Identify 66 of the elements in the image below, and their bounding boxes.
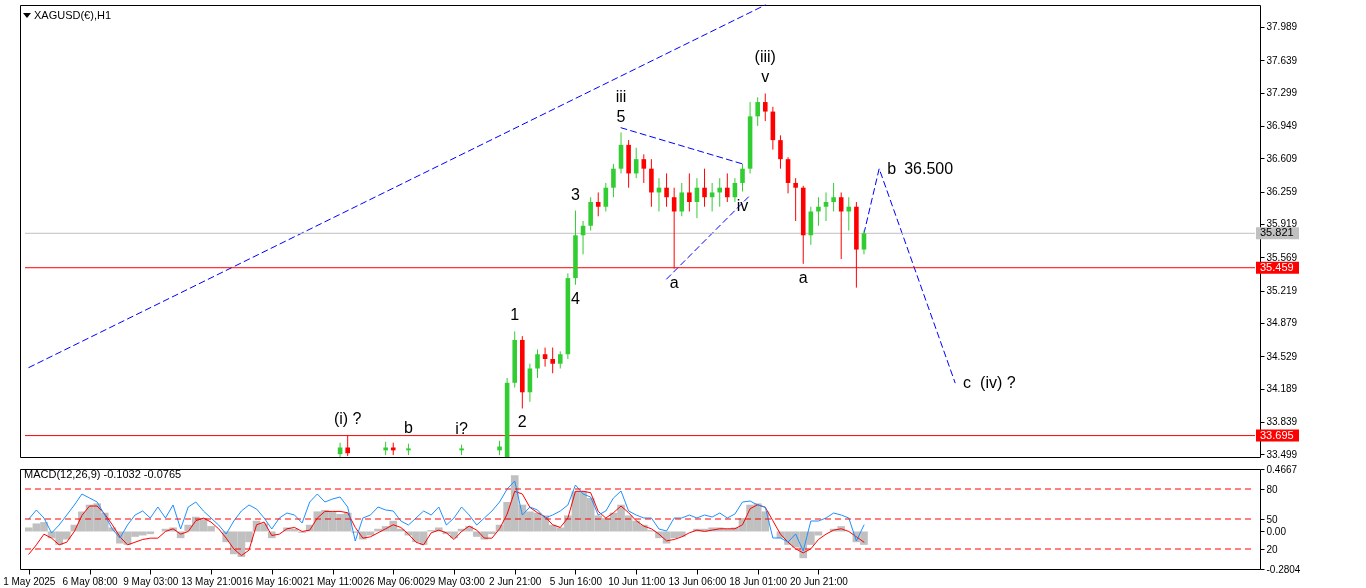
x-tick-label: 10 Jun 11:00 bbox=[608, 575, 666, 587]
annotation: v bbox=[761, 68, 770, 86]
y-tick-label: 34.529 bbox=[1266, 350, 1298, 362]
y2-tick-label: 80 bbox=[1266, 483, 1279, 495]
x-tick-label: 1 May 2025 bbox=[3, 575, 56, 587]
y-tick-label: 37.989 bbox=[1266, 21, 1298, 33]
y-tick-label: 0.4667 bbox=[1266, 463, 1298, 475]
line-series bbox=[28, 480, 865, 552]
candlestick bbox=[831, 182, 836, 212]
y-tick-label: -0.2804 bbox=[1266, 563, 1301, 575]
candlestick bbox=[595, 191, 601, 217]
candlestick bbox=[687, 172, 692, 212]
x-tick-label: 20 Jun 21:00 bbox=[790, 575, 849, 587]
x-tick-label: 2 Jun 21:00 bbox=[489, 575, 542, 587]
annotation: (iv) ? bbox=[980, 373, 1016, 391]
candlestick bbox=[550, 347, 555, 374]
candlestick bbox=[762, 93, 768, 122]
x-tick-label: 13 May 21:00 bbox=[181, 575, 243, 587]
x-tick-label: 21 May 11:00 bbox=[303, 575, 364, 587]
candlestick bbox=[383, 441, 388, 456]
annotation: 1 bbox=[510, 306, 520, 324]
y2-tick-label: 50 bbox=[1266, 513, 1279, 525]
y-tick-label: 36.259 bbox=[1266, 186, 1298, 198]
ref-line-label: 33.695 bbox=[1260, 428, 1294, 441]
y-tick-label: 35.219 bbox=[1266, 285, 1298, 297]
candlestick bbox=[557, 350, 563, 369]
y-tick-label: 37.639 bbox=[1266, 54, 1298, 66]
annotation: b bbox=[403, 418, 413, 436]
y2-tick-label: 20 bbox=[1266, 543, 1279, 555]
annotation: b bbox=[887, 159, 897, 177]
annotation: c bbox=[963, 373, 972, 391]
annotation: 4 bbox=[571, 289, 581, 307]
y-tick-label: 36.609 bbox=[1266, 152, 1298, 164]
annotation: 5 bbox=[616, 107, 626, 125]
x-tick-label: 9 May 03:00 bbox=[123, 575, 179, 587]
annotation: iv bbox=[736, 196, 749, 214]
annotation: (iii) bbox=[754, 48, 776, 66]
y-tick-label: 34.879 bbox=[1266, 317, 1298, 329]
x-tick-label: 6 May 08:00 bbox=[62, 575, 118, 587]
chart-title: MACD(12,26,9) -0.1032 -0.0765 bbox=[24, 468, 182, 480]
annotation: 3 bbox=[571, 185, 581, 203]
y-tick-label: 33.839 bbox=[1266, 416, 1298, 428]
annotation: 2 bbox=[517, 413, 527, 431]
x-tick-label: 18 Jun 01:00 bbox=[729, 575, 788, 587]
annotation: 36.500 bbox=[904, 159, 954, 177]
y-tick-label: 33.499 bbox=[1266, 448, 1298, 460]
x-tick-label: 5 Jun 16:00 bbox=[549, 575, 603, 587]
y-tick-label: 37.299 bbox=[1266, 87, 1298, 99]
x-tick-label: 26 May 06:00 bbox=[363, 575, 425, 587]
ref-line-label: 35.459 bbox=[1260, 260, 1294, 273]
annotation: (i) ? bbox=[333, 410, 362, 428]
annotation: a bbox=[798, 268, 808, 286]
candlestick bbox=[793, 177, 798, 222]
x-tick-label: 29 May 03:00 bbox=[424, 575, 486, 587]
candlestick bbox=[390, 442, 396, 456]
y-tick-label: 35.569 bbox=[1266, 251, 1298, 263]
x-tick-label: 13 Jun 06:00 bbox=[668, 575, 727, 587]
chart-title: XAGUSD(€),H1 bbox=[34, 8, 112, 21]
y-tick-label: 0.00 bbox=[1266, 525, 1287, 537]
annotation: iii bbox=[615, 87, 627, 105]
y-tick-label: 34.189 bbox=[1266, 383, 1298, 395]
annotation: i? bbox=[455, 419, 468, 437]
x-tick-label: 16 May 16:00 bbox=[241, 575, 303, 587]
y-tick-label: 36.949 bbox=[1266, 120, 1298, 132]
candlestick bbox=[535, 348, 540, 379]
annotation: a bbox=[669, 273, 679, 291]
